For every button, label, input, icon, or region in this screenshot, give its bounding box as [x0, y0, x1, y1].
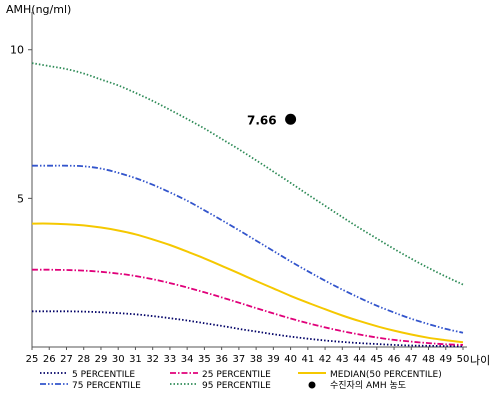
legend-label: 75 PERCENTILE	[72, 381, 141, 391]
x-tick-label: 32	[146, 354, 159, 365]
x-tick-label: 37	[233, 354, 246, 365]
x-tick-label: 48	[422, 354, 435, 365]
x-tick-label: 50	[457, 354, 470, 365]
x-tick-label: 30	[112, 354, 125, 365]
legend: 5 PERCENTILE 25 PERCENTILE MEDIAN(50 PERCE…	[40, 370, 442, 391]
x-tick-label: 38	[250, 354, 263, 365]
legend-label: 95 PERCENTILE	[202, 381, 271, 391]
x-tick-label: 33	[164, 354, 177, 365]
legend-label: 5 PERCENTILE	[72, 370, 135, 380]
x-tick-label: 39	[267, 354, 280, 365]
series-layer	[31, 62, 464, 348]
x-tick-label: 35	[198, 354, 211, 365]
x-tick-label: 42	[319, 354, 332, 365]
legend-patient-marker	[308, 381, 316, 389]
legend-patient-label: 수진자의 AMH 농도	[330, 380, 406, 391]
x-tick-label: 28	[77, 354, 90, 365]
x-tick-label: 43	[336, 354, 349, 365]
x-tick-label: 25	[26, 354, 39, 365]
x-tick-label: 26	[43, 354, 56, 365]
x-tick-label: 27	[60, 354, 73, 365]
x-tick-label: 41	[301, 354, 314, 365]
x-tick-label: 44	[353, 354, 366, 365]
series-line-95-percentile	[31, 62, 464, 286]
series-line-5-percentile	[32, 310, 464, 348]
patient-layer: 7.66	[247, 113, 297, 127]
y-tick-label: 10	[10, 44, 24, 57]
patient-point	[285, 113, 297, 125]
y-axis-label: AMH(ng/ml)	[6, 3, 71, 16]
legend-label: MEDIAN(50 PERCENTILE)	[330, 370, 442, 380]
axes: 5 10 25 26 27 28 29 30 31 32 33 34 35 36 37 38 39 40 41 42 4…	[10, 12, 469, 365]
x-tick-label: 34	[181, 354, 194, 365]
series-line-median-50-percentile	[31, 222, 464, 344]
series-line-25-percentile	[31, 268, 464, 346]
x-tick-label: 36	[215, 354, 228, 365]
x-tick-label: 31	[129, 354, 142, 365]
x-axis-label: 나이	[470, 354, 490, 367]
legend-label: 25 PERCENTILE	[202, 370, 271, 380]
x-tick-label: 47	[405, 354, 418, 365]
x-tick-label: 46	[388, 354, 401, 365]
patient-value-label: 7.66	[247, 113, 277, 127]
x-tick-label: 29	[95, 354, 108, 365]
x-tick-label: 40	[284, 354, 297, 365]
series-line-75-percentile	[32, 164, 464, 334]
x-tick-label: 49	[439, 354, 452, 365]
x-tick-label: 45	[370, 354, 383, 365]
y-tick-label: 5	[17, 192, 24, 205]
